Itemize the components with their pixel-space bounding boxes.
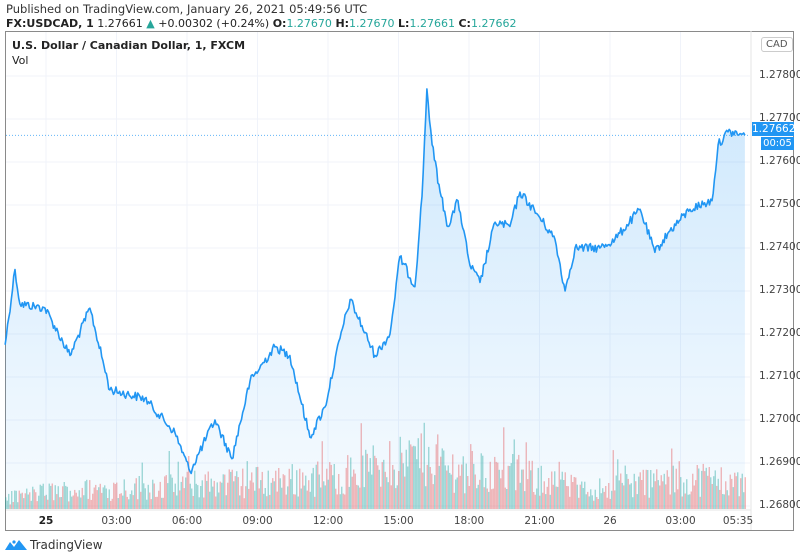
low-label: L: bbox=[398, 17, 410, 30]
price-tick-label: 1.26900 bbox=[759, 456, 800, 468]
price-tick-label: 1.27600 bbox=[759, 155, 800, 167]
symbol: FX:USDCAD, 1 bbox=[6, 17, 94, 30]
triangle-up-icon: ▲ bbox=[146, 17, 155, 30]
price-tick-label: 1.26800 bbox=[759, 499, 800, 511]
volume-bar bbox=[744, 477, 746, 509]
price-change: +0.00302 (+0.24%) bbox=[158, 17, 270, 30]
chart-legend: U.S. Dollar / Canadian Dollar, 1, FXCM V… bbox=[12, 39, 245, 67]
price-tick-label: 1.27000 bbox=[759, 413, 800, 425]
quote-line: FX:USDCAD, 1 1.27661 ▲ +0.00302 (+0.24%)… bbox=[6, 17, 516, 30]
time-tick-label: 21:00 bbox=[524, 515, 555, 527]
close-label: C: bbox=[458, 17, 471, 30]
price-tick-label: 1.27400 bbox=[759, 241, 800, 253]
time-tick-label: 12:00 bbox=[312, 515, 344, 527]
high-value: 1.27670 bbox=[349, 17, 395, 30]
price-line bbox=[4, 88, 746, 475]
time-tick-label: 05:35 bbox=[722, 515, 754, 527]
time-tick-label: 09:00 bbox=[242, 515, 273, 527]
price-tick-label: 1.27300 bbox=[759, 284, 800, 296]
countdown-tag: 00:05 bbox=[761, 137, 794, 150]
price-tick-label: 1.27200 bbox=[759, 327, 800, 339]
low-value: 1.27661 bbox=[409, 17, 455, 30]
last-price-tag: 1.27662 bbox=[752, 122, 796, 136]
published-line: Published on TradingView.com, January 26… bbox=[6, 2, 368, 16]
time-tick-label: 25 bbox=[38, 515, 54, 527]
legend-title: U.S. Dollar / Canadian Dollar, 1, FXCM bbox=[12, 39, 246, 52]
close-value: 1.27662 bbox=[470, 17, 517, 30]
price-area bbox=[5, 88, 745, 510]
open-label: O: bbox=[272, 17, 287, 30]
legend-volume: Vol bbox=[12, 54, 29, 67]
high-label: H: bbox=[335, 17, 350, 30]
time-tick-label: 15:00 bbox=[383, 515, 414, 527]
price-tick-label: 1.27100 bbox=[759, 370, 800, 382]
tradingview-logo[interactable]: TradingView bbox=[5, 537, 103, 553]
last-price: 1.27661 bbox=[97, 17, 143, 30]
time-tick-label: 03:00 bbox=[665, 515, 696, 527]
price-tick-label: 1.27800 bbox=[759, 69, 800, 81]
price-tick-label: 1.27500 bbox=[759, 198, 800, 210]
brand-name: TradingView bbox=[30, 538, 103, 552]
open-value: 1.27670 bbox=[286, 17, 332, 30]
price-tick-label: 1.27700 bbox=[759, 112, 800, 124]
time-tick-label: 03:00 bbox=[101, 515, 132, 527]
time-tick-label: 26 bbox=[603, 515, 617, 527]
tradingview-logo-icon bbox=[5, 540, 27, 550]
time-tick-label: 06:00 bbox=[171, 515, 203, 527]
currency-badge[interactable]: CAD bbox=[761, 37, 793, 52]
time-tick-label: 18:00 bbox=[453, 515, 485, 527]
